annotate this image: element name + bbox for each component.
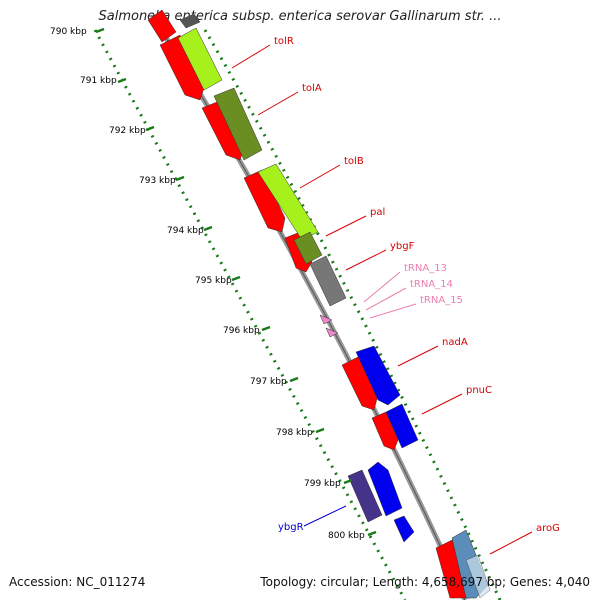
gene-label: tRNA_13 bbox=[404, 263, 447, 274]
gene-label: tRNA_15 bbox=[420, 295, 463, 306]
gene-olive-2 bbox=[293, 231, 323, 265]
gene-olive-1 bbox=[213, 87, 263, 161]
gene-trna-1 bbox=[319, 314, 333, 325]
gene-lightgreen-1 bbox=[177, 27, 223, 91]
gene-blue-2 bbox=[385, 403, 419, 449]
gene-blue-4 bbox=[393, 515, 415, 543]
tick-labels: 790 kbp 791 kbp 792 kbp 793 kbp 794 kbp … bbox=[50, 27, 365, 541]
reverse-genes bbox=[177, 13, 491, 599]
gene-blue-3 bbox=[367, 461, 403, 517]
gene-label: tolB bbox=[344, 156, 364, 167]
gene-cds-7 bbox=[371, 411, 399, 451]
gene-trna-2 bbox=[325, 327, 339, 338]
accession-text: Accession: NC_011274 bbox=[9, 575, 146, 589]
gene-label: ybgF bbox=[390, 241, 415, 252]
map-title: Salmonella enterica subsp. enterica sero… bbox=[98, 9, 502, 24]
tick-label: 799 kbp bbox=[304, 479, 341, 489]
label-leaders bbox=[231, 44, 533, 555]
tick-label: 790 kbp bbox=[50, 27, 87, 37]
tick-label: 792 kbp bbox=[109, 126, 146, 136]
tick-label: 794 kbp bbox=[167, 226, 204, 236]
gene-label: pal bbox=[370, 207, 385, 218]
tick-label: 797 kbp bbox=[250, 377, 287, 387]
gene-label: nadA bbox=[442, 337, 468, 348]
gene-label: tolA bbox=[302, 83, 322, 94]
gene-lightgreen-2 bbox=[257, 163, 319, 241]
gene-label: tRNA_14 bbox=[410, 279, 453, 290]
tick-marks bbox=[95, 27, 377, 537]
gene-labels: tolR tolA tolB pal ybgF tRNA_13 tRNA_14 … bbox=[274, 36, 560, 534]
tick-label: 793 kbp bbox=[139, 176, 176, 186]
gene-label: ybgR bbox=[278, 522, 304, 533]
gene-label: aroG bbox=[536, 523, 560, 534]
gene-steel-2 bbox=[465, 554, 491, 599]
outer-tick-ring bbox=[93, 29, 407, 600]
gene-cds-2 bbox=[159, 34, 206, 101]
gene-label: tolR bbox=[274, 36, 294, 47]
gene-label: pnuC bbox=[466, 385, 492, 396]
gene-blue-1 bbox=[355, 345, 401, 406]
inner-tick-ring bbox=[203, 29, 502, 600]
gene-gray-1 bbox=[309, 255, 347, 307]
forward-genes bbox=[147, 9, 471, 599]
gene-navy-1 bbox=[347, 469, 383, 523]
topology-text: Topology: circular; Length: 4,658,697 bp… bbox=[260, 575, 590, 589]
tick-label: 800 kbp bbox=[328, 531, 365, 541]
backbone-ring bbox=[152, 18, 468, 600]
backbone-ring-shadow bbox=[154, 19, 466, 600]
tick-label: 796 kbp bbox=[223, 326, 260, 336]
tick-label: 795 kbp bbox=[195, 276, 232, 286]
tick-label: 791 kbp bbox=[80, 76, 117, 86]
tick-label: 798 kbp bbox=[276, 428, 313, 438]
gene-olive-0 bbox=[179, 13, 201, 29]
gene-cds-1 bbox=[147, 9, 177, 43]
